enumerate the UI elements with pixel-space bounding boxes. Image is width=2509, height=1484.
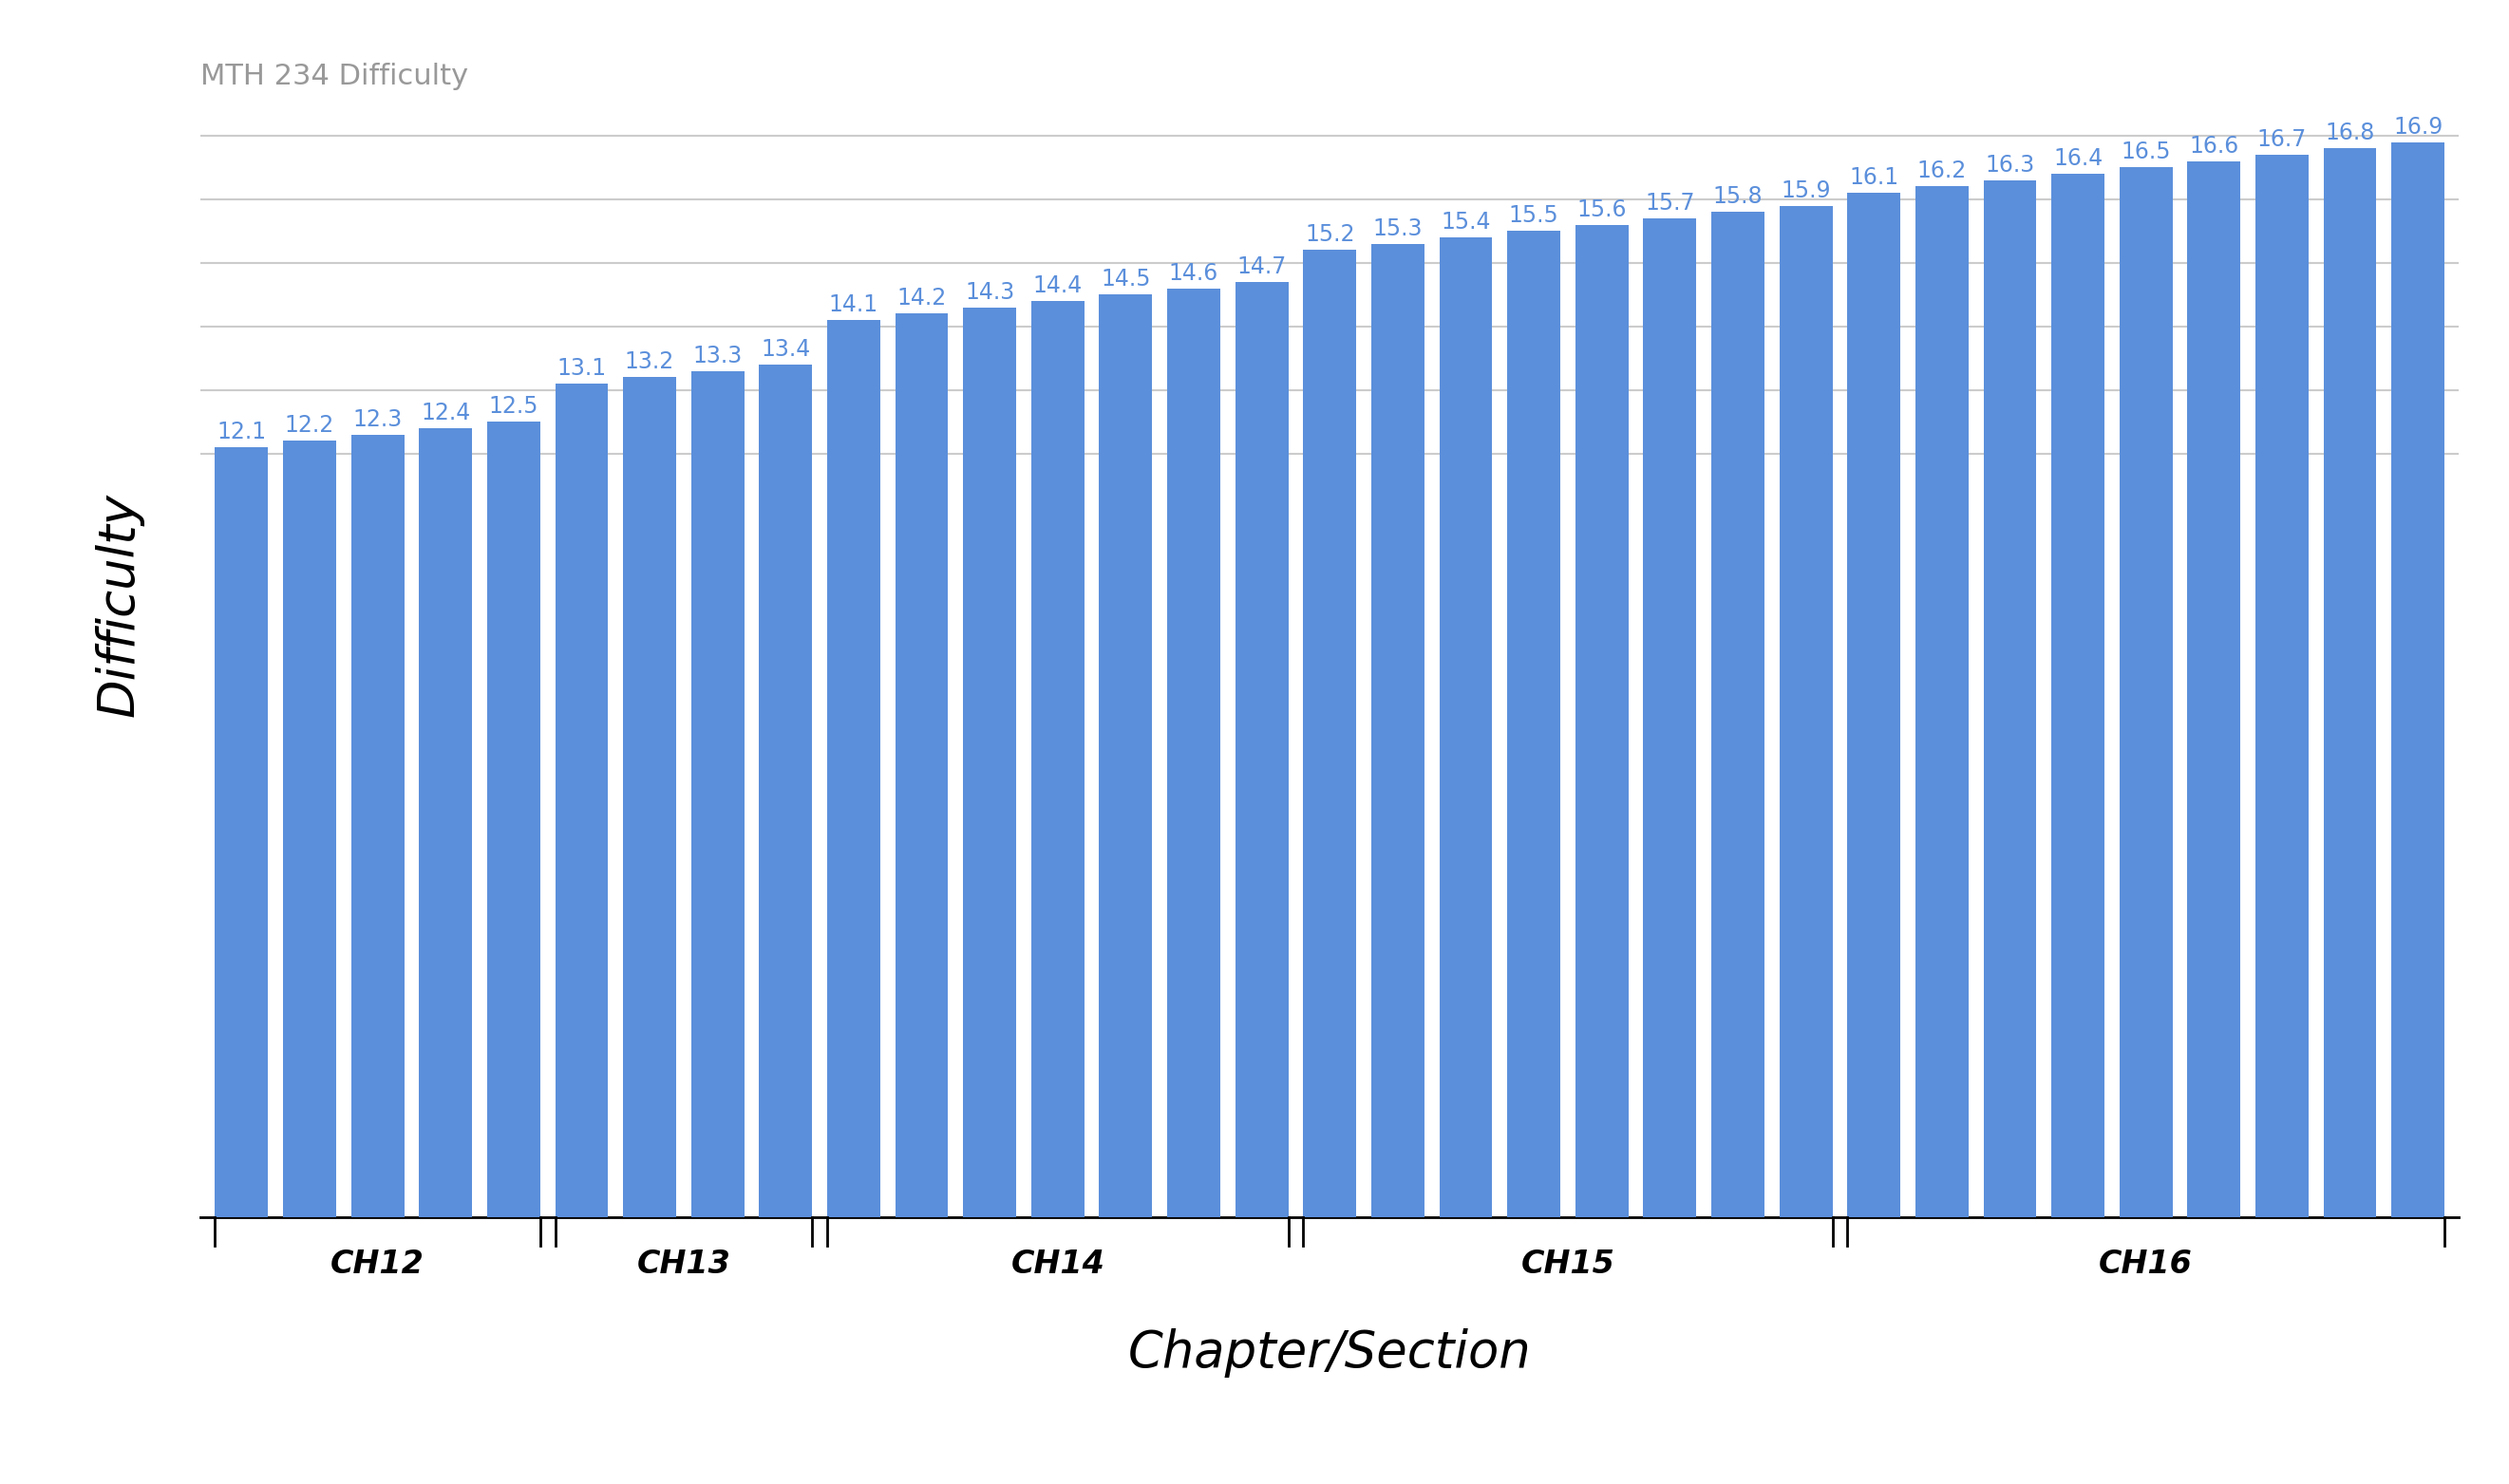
Text: 16.4: 16.4	[2052, 147, 2103, 171]
Text: Difficulty: Difficulty	[95, 493, 143, 717]
Text: 13.2: 13.2	[625, 350, 675, 374]
Bar	[1985, 180, 2037, 1217]
Bar	[2188, 162, 2241, 1217]
Bar	[1779, 206, 1832, 1217]
Text: 15.2: 15.2	[1305, 224, 1355, 246]
Bar	[351, 435, 404, 1217]
Text: 12.2: 12.2	[284, 414, 334, 438]
Text: 14.5: 14.5	[1101, 269, 1152, 291]
Bar	[2256, 154, 2308, 1217]
Text: 15.9: 15.9	[1781, 180, 1832, 202]
Text: CH14: CH14	[1011, 1248, 1104, 1281]
Text: 13.1: 13.1	[557, 358, 607, 380]
Text: CH16: CH16	[2100, 1248, 2193, 1281]
Bar	[554, 384, 607, 1217]
Text: 15.6: 15.6	[1576, 199, 1626, 221]
Bar	[896, 313, 948, 1217]
Bar	[1302, 251, 1357, 1217]
Bar	[828, 321, 881, 1217]
Bar	[963, 307, 1016, 1217]
Text: 16.7: 16.7	[2258, 128, 2306, 151]
Bar	[622, 377, 675, 1217]
Text: 13.4: 13.4	[760, 338, 810, 361]
Text: 14.6: 14.6	[1169, 261, 1219, 285]
Bar	[1576, 224, 1628, 1217]
Text: 14.4: 14.4	[1034, 275, 1081, 297]
Bar	[1099, 295, 1152, 1217]
Bar	[1711, 212, 1764, 1217]
Text: 14.2: 14.2	[896, 288, 946, 310]
Text: 16.9: 16.9	[2394, 116, 2444, 138]
Bar	[1643, 218, 1696, 1217]
Bar	[1031, 301, 1084, 1217]
Text: 13.3: 13.3	[692, 344, 743, 367]
Text: 16.2: 16.2	[1917, 160, 1967, 183]
Text: 12.5: 12.5	[489, 395, 539, 418]
Bar	[1914, 187, 1970, 1217]
Bar	[487, 421, 539, 1217]
Bar	[419, 429, 472, 1217]
Bar	[1847, 193, 1899, 1217]
Text: 14.7: 14.7	[1237, 255, 1287, 278]
Text: 15.3: 15.3	[1372, 217, 1423, 240]
Text: 15.5: 15.5	[1508, 205, 1558, 227]
Bar	[216, 447, 268, 1217]
Text: 12.1: 12.1	[216, 421, 266, 444]
Bar	[284, 441, 336, 1217]
Bar	[1508, 232, 1561, 1217]
Text: 16.3: 16.3	[1985, 154, 2035, 177]
Text: 12.4: 12.4	[422, 402, 469, 424]
Text: CH12: CH12	[331, 1248, 424, 1281]
Bar	[2391, 142, 2444, 1217]
Text: 16.8: 16.8	[2326, 122, 2376, 144]
Text: Chapter/Section: Chapter/Section	[1129, 1328, 1530, 1377]
Text: MTH 234 Difficulty: MTH 234 Difficulty	[201, 62, 469, 91]
Text: 15.4: 15.4	[1440, 211, 1490, 233]
Text: 14.1: 14.1	[828, 294, 878, 316]
Text: 16.6: 16.6	[2190, 135, 2238, 157]
Bar	[1440, 237, 1493, 1217]
Bar	[2120, 168, 2173, 1217]
Bar	[2323, 148, 2376, 1217]
Bar	[2052, 174, 2105, 1217]
Text: 15.7: 15.7	[1646, 191, 1694, 215]
Bar	[690, 371, 745, 1217]
Text: 16.5: 16.5	[2120, 141, 2170, 163]
Text: 12.3: 12.3	[354, 408, 401, 430]
Text: CH13: CH13	[637, 1248, 730, 1281]
Bar	[1234, 282, 1287, 1217]
Text: CH15: CH15	[1520, 1248, 1616, 1281]
Bar	[1372, 243, 1425, 1217]
Text: 14.3: 14.3	[966, 280, 1014, 304]
Text: 16.1: 16.1	[1849, 166, 1899, 188]
Bar	[1167, 288, 1219, 1217]
Text: 15.8: 15.8	[1714, 186, 1764, 208]
Bar	[760, 365, 813, 1217]
